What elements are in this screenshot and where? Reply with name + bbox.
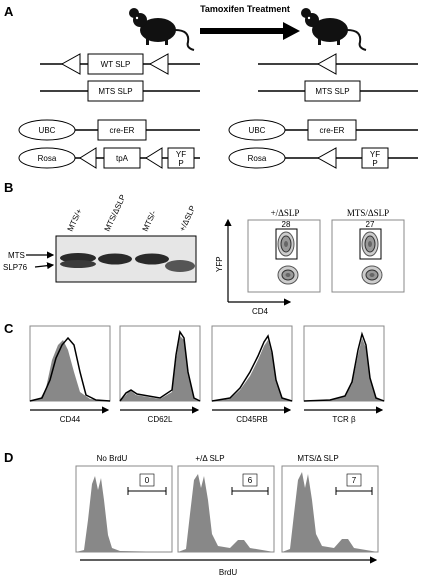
mts-slp-label-left: MTS SLP (98, 87, 132, 96)
histogram-cd62l (119, 325, 201, 402)
rosa-label-left: Rosa (38, 154, 57, 163)
flow-plot-1-value: 28 (282, 220, 291, 229)
brdu-histogram-3 (281, 465, 379, 553)
brdu-plot-1-title: No BrdU (97, 454, 128, 463)
panel-label-d: D (4, 450, 13, 465)
brdu-plot-3-title: MTS/Δ SLP (297, 454, 338, 463)
histogram-cd44 (29, 325, 111, 402)
lane-label-3: MTS/- (141, 209, 159, 233)
ubc-label-left: UBC (39, 126, 56, 135)
marker-label-tcrb: TCR β (332, 415, 356, 424)
marker-label-cd62l: CD62L (148, 415, 173, 424)
construct-ubc-cre-left: UBC cre-ER (18, 119, 200, 141)
brdu-histogram-1 (75, 465, 173, 553)
construct-ubc-cre-right: UBC cre-ER (228, 119, 418, 141)
tpa-label: tpA (116, 154, 129, 163)
mts-slp-label-right: MTS SLP (315, 87, 349, 96)
brdu-plot-2-value: 6 (248, 476, 253, 485)
mouse-icon-right (301, 8, 367, 51)
construct-rosa-right: Rosa YF P (228, 147, 418, 169)
band-label-mts: MTS (8, 251, 25, 260)
flow-xlabel: CD4 (252, 307, 269, 316)
histogram-tcrb (303, 325, 385, 402)
marker-label-cd44: CD44 (60, 415, 81, 424)
mouse-icon-left (129, 8, 195, 51)
flow-plot-1-title: +/ΔSLP (271, 208, 300, 218)
lane-label-2: MTS/ΔSLP (103, 193, 128, 233)
lane-label-4: +/ΔSLP (178, 204, 198, 233)
treatment-arrow (200, 22, 300, 40)
wt-slp-label: WT SLP (101, 60, 131, 69)
brdu-xlabel: BrdU (219, 568, 237, 577)
yfp-label-right-p: P (372, 159, 377, 168)
marker-label-cd45rb: CD45RB (236, 415, 268, 424)
histogram-cd45rb (211, 325, 293, 402)
treatment-label: Tamoxifen Treatment (200, 4, 290, 14)
flow-plot-2 (331, 219, 405, 293)
western-blot (55, 235, 197, 283)
panel-label-b: B (4, 180, 13, 195)
yfp-label-right: YF (370, 150, 380, 159)
construct-wt-slp-left: WT SLP (40, 53, 200, 75)
construct-excised-right (258, 53, 418, 75)
brdu-plot-2-title: +/Δ SLP (195, 454, 224, 463)
panel-label-c: C (4, 321, 14, 336)
flow-plot-1 (247, 219, 321, 293)
construct-mts-slp-left: MTS SLP (40, 80, 200, 102)
cre-er-label-right: cre-ER (320, 126, 345, 135)
lane-label-1: MTS/+ (66, 207, 84, 233)
cre-er-label-left: cre-ER (110, 126, 135, 135)
brdu-histogram-2 (177, 465, 275, 553)
construct-rosa-left: Rosa tpA YF P (18, 147, 200, 169)
panel-label-a: A (4, 4, 14, 19)
flow-plot-2-value: 27 (366, 220, 375, 229)
ubc-label-right: UBC (249, 126, 266, 135)
yfp-label-left-p: P (178, 159, 183, 168)
band-label-slp76: SLP76 (3, 263, 28, 272)
yfp-label-left: YF (176, 150, 186, 159)
flow-plot-2-title: MTS/ΔSLP (347, 208, 389, 218)
construct-mts-slp-right: MTS SLP (258, 80, 418, 102)
flow-ylabel: YFP (215, 256, 224, 272)
brdu-plot-1-value: 0 (145, 476, 150, 485)
rosa-label-right: Rosa (248, 154, 267, 163)
brdu-plot-3-value: 7 (352, 476, 357, 485)
